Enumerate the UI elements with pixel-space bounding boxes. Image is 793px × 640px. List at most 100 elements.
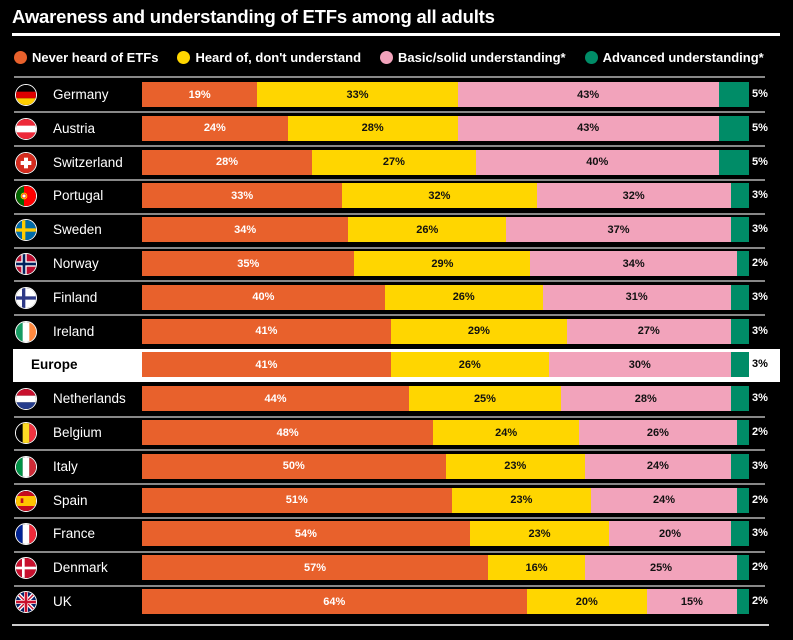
stacked-bar: 44% 25% 28% <box>142 386 749 412</box>
bar-segment-heard: 16% <box>487 555 586 581</box>
data-label: 26% <box>452 291 475 304</box>
row-france: France 54% 23% 20% 3% <box>0 517 793 551</box>
stacked-bar: 24% 28% 43% <box>142 115 749 141</box>
bar-segment-never: 33% <box>142 183 343 209</box>
data-label: 26% <box>646 426 669 439</box>
stacked-bar: 28% 27% 40% <box>142 149 749 175</box>
data-label: 23% <box>528 527 551 540</box>
bar-segment-basic: 32% <box>536 183 731 209</box>
legend-label: Advanced understanding* <box>602 49 764 65</box>
title-rule <box>12 33 780 36</box>
data-label: 33% <box>346 88 369 101</box>
flag-belgium-icon <box>15 422 37 444</box>
row-separator <box>14 516 765 519</box>
bar-segment-advanced <box>730 217 749 243</box>
data-label: 24% <box>203 122 226 135</box>
bar-segment-advanced <box>736 487 749 513</box>
bar-segment-never: 35% <box>142 251 355 276</box>
bar-segment-advanced <box>718 149 749 175</box>
data-label: 41% <box>255 325 278 338</box>
data-label-advanced: 3% <box>752 459 768 472</box>
bar-segment-never: 54% <box>142 521 470 547</box>
stacked-bar: 35% 29% 34% <box>142 251 749 276</box>
data-label: 28% <box>361 122 384 135</box>
data-label-advanced: 3% <box>752 392 768 405</box>
data-label-advanced: 2% <box>752 493 768 506</box>
data-label-advanced: 2% <box>752 426 768 438</box>
row-separator <box>14 550 765 553</box>
bar-segment-basic: 43% <box>457 115 719 141</box>
data-label: 33% <box>231 189 254 202</box>
data-label: 26% <box>458 358 481 371</box>
data-label: 20% <box>659 527 682 540</box>
data-label-advanced: 3% <box>752 324 768 337</box>
data-label-advanced: 2% <box>752 561 768 574</box>
bar-segment-basic: 27% <box>566 318 731 344</box>
bar-segment-never: 24% <box>142 115 288 141</box>
row-separator <box>14 415 765 418</box>
row-belgium: Belgium 48% 24% 26% 2% <box>0 416 793 450</box>
stacked-bar: 34% 26% 37% <box>142 217 749 243</box>
bar-segment-heard: 27% <box>311 149 476 175</box>
bar-segment-basic: 30% <box>548 352 731 378</box>
data-label: 48% <box>276 426 299 439</box>
row-finland: Finland 40% 26% 31% 3% <box>0 281 793 315</box>
bar-segment-heard: 26% <box>384 284 543 310</box>
bar-segment-basic: 25% <box>585 555 737 581</box>
category-label: Austria <box>53 120 96 136</box>
row-denmark: Denmark 57% 16% 25% 2% <box>0 551 793 585</box>
row-separator <box>14 178 765 181</box>
data-label: 43% <box>577 122 600 135</box>
category-label: UK <box>53 594 72 609</box>
bar-segment-basic: 24% <box>585 453 731 479</box>
flag-norway-icon <box>15 253 37 275</box>
data-label-advanced: 3% <box>752 290 768 303</box>
legend-item-advanced: Advanced understanding* <box>584 49 764 65</box>
bottom-rule <box>12 624 769 626</box>
flag-spain-icon <box>15 489 37 512</box>
bar-segment-never: 48% <box>142 420 434 445</box>
data-label: 28% <box>634 392 657 405</box>
row-separator <box>14 449 765 452</box>
data-label: 40% <box>586 156 609 169</box>
row-netherlands: Netherlands 44% 25% 28% 3% <box>0 382 793 416</box>
data-label: 15% <box>680 595 703 608</box>
category-label: Europe <box>31 357 78 373</box>
bar-segment-basic: 37% <box>506 217 731 243</box>
bar-segment-heard: 26% <box>390 352 549 378</box>
flag-italy-icon <box>15 455 37 478</box>
bar-segment-never: 19% <box>142 82 258 107</box>
row-germany: Germany 19% 33% 43% 5% <box>0 78 793 112</box>
bar-segment-advanced <box>730 521 749 547</box>
stacked-bar: 33% 32% 32% <box>142 183 749 209</box>
bar-segment-advanced <box>730 386 749 412</box>
data-label: 30% <box>628 358 651 371</box>
data-label: 34% <box>234 223 257 236</box>
category-label: Spain <box>53 492 88 508</box>
legend-dot-basic-icon <box>380 50 394 64</box>
legend-item-basic: Basic/solid understanding* <box>380 50 566 65</box>
category-label: Denmark <box>53 560 108 576</box>
stacked-bar: 57% 16% 25% <box>142 555 749 581</box>
data-label: 34% <box>622 257 645 270</box>
legend-dot-heard-icon <box>177 50 191 64</box>
data-label: 26% <box>416 223 439 236</box>
data-label: 25% <box>649 561 672 574</box>
data-label: 44% <box>264 392 287 405</box>
stacked-bar: 50% 23% 24% <box>142 453 749 479</box>
bar-segment-heard: 33% <box>257 82 458 107</box>
data-label: 27% <box>637 325 660 338</box>
bar-segment-advanced <box>718 82 749 107</box>
flag-sweden-icon <box>15 219 37 242</box>
bar-segment-advanced <box>736 589 749 614</box>
bar-segment-heard: 29% <box>390 318 567 344</box>
bar-segment-advanced <box>730 284 749 310</box>
data-label: 31% <box>625 291 648 304</box>
legend-item-heard: Heard of, don't understand <box>177 50 361 65</box>
flag-france-icon <box>15 523 37 546</box>
row-separator <box>14 483 765 486</box>
bar-segment-heard: 20% <box>526 589 647 614</box>
data-label: 25% <box>473 392 496 405</box>
data-label: 23% <box>504 460 527 473</box>
